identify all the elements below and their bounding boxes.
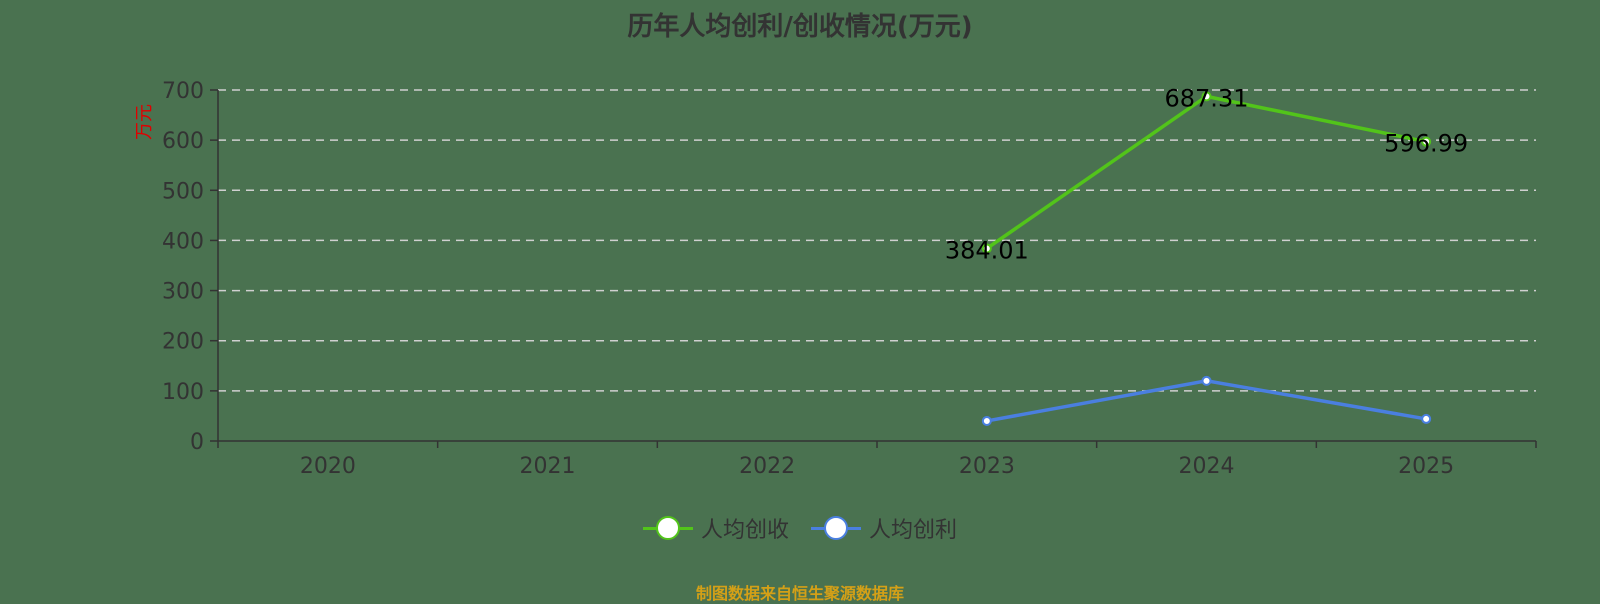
- x-tick-label: 2021: [520, 454, 576, 479]
- data-label: 687.31: [1165, 84, 1249, 112]
- x-tick-label: 2022: [739, 454, 795, 479]
- series-line: [986, 379, 1427, 423]
- source-note: 制图数据来自恒生聚源数据库: [695, 584, 904, 603]
- y-tick-label: 0: [190, 430, 204, 455]
- x-tick-label: 2023: [959, 454, 1015, 479]
- chart-title: 历年人均创利/创收情况(万元): [627, 12, 973, 42]
- legend-item-revenue[interactable]: 人均创收: [642, 512, 789, 544]
- data-point[interactable]: [1421, 413, 1432, 424]
- x-tick-label: 2024: [1179, 454, 1235, 479]
- y-tick-label: 300: [162, 280, 204, 305]
- y-tick-label: 600: [162, 129, 204, 154]
- data-point[interactable]: [1201, 375, 1212, 386]
- x-tick-label: 2020: [300, 454, 356, 479]
- y-axis-label: 万元: [134, 104, 155, 140]
- legend-label: 人均创收: [700, 518, 789, 543]
- data-point[interactable]: [981, 243, 992, 254]
- y-tick-label: 700: [162, 79, 204, 104]
- legend-item-profit[interactable]: 人均创利: [811, 512, 957, 544]
- series-line: [985, 94, 1427, 250]
- legend-marker-icon: [811, 516, 861, 540]
- y-tick-label: 500: [162, 179, 204, 204]
- data-point[interactable]: [1421, 136, 1432, 147]
- y-tick-label: 400: [162, 229, 204, 254]
- data-point[interactable]: [981, 415, 992, 426]
- x-tick-label: 2025: [1398, 454, 1454, 479]
- y-tick-label: 200: [162, 330, 204, 355]
- data-label: 596.99: [1384, 130, 1468, 158]
- data-label: 384.01: [945, 236, 1029, 264]
- legend-label: 人均创利: [869, 518, 958, 543]
- data-point[interactable]: [1201, 91, 1212, 102]
- legend: 人均创收 人均创利: [0, 512, 1600, 544]
- legend-marker-icon: [642, 516, 693, 540]
- y-tick-label: 100: [162, 380, 204, 405]
